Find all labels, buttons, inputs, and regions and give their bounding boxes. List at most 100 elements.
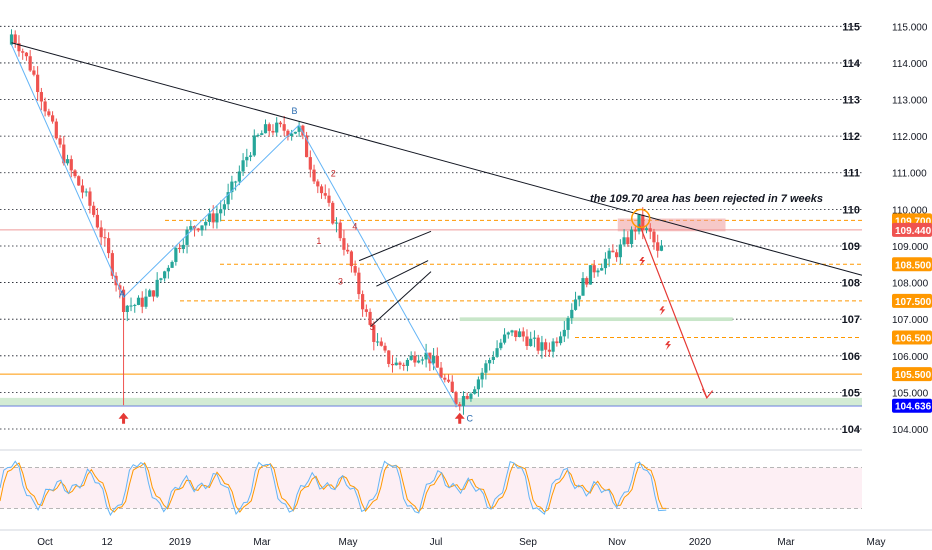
candle-body	[656, 242, 660, 251]
candle-body	[387, 350, 391, 364]
candle-body	[633, 229, 637, 232]
candle-body	[353, 266, 357, 273]
candle-body	[439, 367, 443, 378]
candle-body	[185, 229, 189, 245]
candle-body	[13, 34, 17, 44]
candle-body	[327, 195, 331, 203]
candle-body	[62, 144, 66, 164]
candle-body	[592, 265, 596, 273]
annotation-text: the 109.70 area has been rejected in 7 w…	[590, 193, 823, 205]
candle-body	[405, 359, 410, 366]
candle-body	[603, 258, 608, 269]
candle-body	[615, 252, 619, 258]
candle-body	[99, 227, 103, 238]
candle-body	[573, 299, 578, 310]
candle-body	[200, 225, 204, 231]
candle-body	[372, 324, 376, 342]
stoch-d-line	[0, 462, 667, 513]
price-tick: 114.000	[892, 59, 928, 70]
candle-body	[226, 192, 230, 205]
candle-body	[271, 130, 275, 133]
candle-body	[140, 297, 144, 307]
candle-body	[551, 341, 555, 352]
price-tick: 107.000	[892, 315, 929, 326]
time-tick: May	[339, 537, 358, 548]
candle-body	[469, 393, 473, 399]
candle-body	[588, 265, 593, 285]
candle-body	[495, 348, 499, 357]
candle-body	[319, 186, 324, 194]
candle-body	[323, 193, 327, 196]
candle-body	[189, 226, 193, 230]
candle-body	[521, 331, 525, 337]
candle-body	[256, 134, 260, 136]
candle-body	[118, 285, 122, 290]
candle-body	[129, 305, 133, 307]
candle-body	[170, 261, 174, 268]
candle-body	[215, 213, 219, 223]
time-tick: Jul	[430, 537, 443, 548]
resistance-zone	[617, 218, 726, 232]
trendline	[11, 42, 863, 276]
candle-body	[196, 228, 200, 231]
candle-body	[577, 295, 581, 300]
candle-body	[230, 181, 234, 193]
candle-body	[476, 379, 481, 390]
candle-body	[222, 204, 227, 210]
candle-body	[204, 221, 208, 226]
candle-body	[331, 202, 335, 224]
candle-body	[334, 222, 339, 224]
candle-body	[36, 74, 40, 93]
price-tag	[892, 398, 932, 413]
candle-body	[484, 363, 488, 373]
oscillator-band	[0, 467, 862, 509]
time-tick: 2020	[689, 537, 712, 548]
level-label: 105	[842, 387, 860, 399]
candle-body	[361, 294, 365, 310]
candle-body	[110, 253, 114, 276]
candle-body	[80, 185, 85, 193]
candle-body	[69, 159, 73, 171]
candle-body	[248, 155, 253, 157]
level-label: 108	[842, 278, 860, 290]
level-label: 107	[842, 314, 860, 326]
price-tick: 108.000	[892, 279, 929, 290]
price-tag	[892, 330, 932, 345]
time-tick: Oct	[37, 537, 53, 548]
level-label: 104	[842, 424, 861, 436]
candle-body	[84, 191, 88, 193]
candle-body	[424, 352, 428, 360]
candle-body	[17, 43, 21, 52]
candle-body	[148, 290, 152, 297]
candle-body	[151, 290, 156, 297]
candle-body	[622, 237, 626, 245]
candle-body	[133, 304, 137, 306]
candle-body	[637, 214, 641, 232]
candle-body	[454, 391, 458, 405]
price-tick: 105.000	[892, 388, 929, 399]
candle-body	[357, 272, 361, 295]
projection-arrowhead	[701, 388, 714, 400]
candle-body	[39, 92, 43, 102]
candle-body	[458, 404, 462, 407]
candle-body	[290, 133, 294, 136]
up-arrow-icon	[454, 412, 465, 424]
candle-body	[510, 330, 514, 333]
candle-body	[245, 156, 249, 161]
price-tick: 111.000	[892, 169, 927, 180]
candle-body	[607, 250, 611, 259]
candle-body	[342, 238, 346, 250]
candle-body	[159, 278, 163, 280]
price-tag-label: 106.500	[895, 333, 932, 344]
candle-body	[417, 360, 421, 363]
wave-label: 5	[370, 322, 375, 332]
candle-body	[383, 345, 387, 351]
candle-body	[420, 359, 424, 361]
wave-label: A	[119, 289, 125, 299]
candle-body	[379, 341, 383, 346]
level-label: 109	[842, 241, 860, 253]
price-tick: 106.000	[892, 352, 929, 363]
stoch-k-line	[0, 460, 667, 517]
candle-body	[473, 389, 477, 394]
